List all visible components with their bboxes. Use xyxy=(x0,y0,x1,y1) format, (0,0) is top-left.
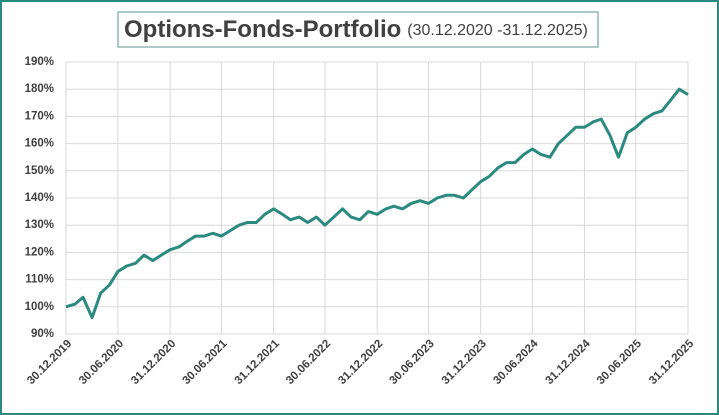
y-tick-label: 110% xyxy=(25,274,54,286)
title-box xyxy=(117,11,599,48)
y-tick-label: 130% xyxy=(25,219,54,231)
y-tick-label: 160% xyxy=(25,138,54,150)
y-tick-label: 190% xyxy=(25,56,54,68)
y-tick-label: 120% xyxy=(25,246,54,258)
line xyxy=(65,87,689,320)
chart-title: Options-Fonds-Portfolio (30.12.2020 -31.1… xyxy=(124,16,588,43)
y-tick-label: 90% xyxy=(31,328,54,340)
subtitle: (30.12.2020 -31.12.2025) xyxy=(407,22,588,39)
title: Options-Fonds-Portfolio xyxy=(124,16,401,43)
y-tick-label: 170% xyxy=(25,110,54,122)
plot-frame xyxy=(65,61,689,335)
y-tick-label: 150% xyxy=(25,165,54,177)
y-tick-label: 180% xyxy=(25,83,54,95)
y-tick-label: 140% xyxy=(25,192,54,204)
y-tick-label: 100% xyxy=(25,301,54,313)
